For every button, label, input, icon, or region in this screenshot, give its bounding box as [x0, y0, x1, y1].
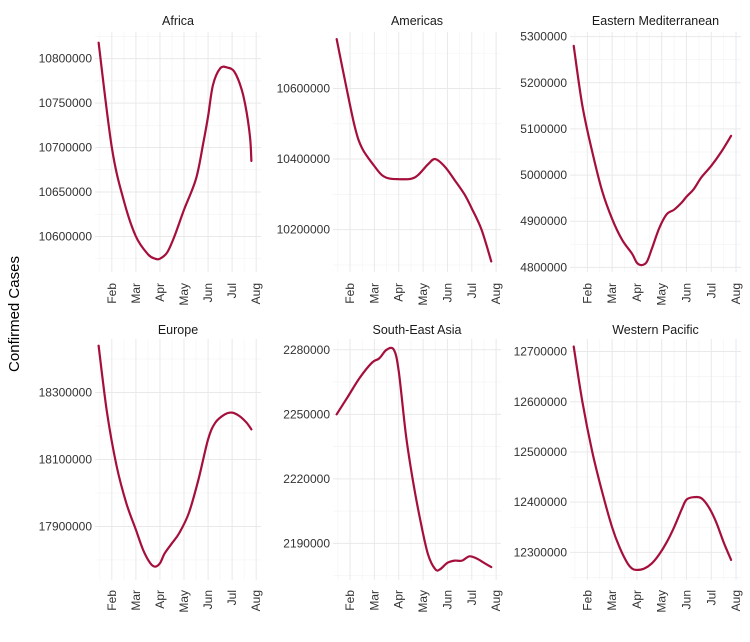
y-tick-label: 10600000	[39, 229, 93, 243]
y-tick-label: 5000000	[520, 168, 567, 182]
y-tick-label: 5100000	[520, 122, 567, 136]
x-tick-label: Mar	[367, 590, 381, 611]
x-tick-label: Feb	[105, 590, 119, 611]
x-tick-label: Feb	[343, 590, 357, 611]
y-tick-label: 2250000	[283, 407, 330, 421]
x-tick-label: Apr	[153, 283, 167, 302]
x-tick-label: Mar	[129, 283, 143, 304]
x-tick-label: Jun	[201, 590, 215, 609]
x-tick-label: Aug	[489, 590, 503, 611]
x-tick-label: Jun	[679, 283, 693, 302]
y-tick-label: 17900000	[39, 519, 93, 533]
x-tick-label: Mar	[129, 590, 143, 611]
x-tick-label: Jun	[440, 283, 454, 302]
y-tick-label: 12400000	[514, 495, 568, 509]
x-tick-label: Aug	[249, 283, 263, 304]
panel-title: Americas	[391, 14, 443, 28]
x-tick-label: Feb	[105, 283, 119, 304]
x-tick-label: Apr	[392, 283, 406, 302]
series-line-americas	[335, 37, 493, 263]
x-tick-label: Apr	[392, 590, 406, 609]
x-tick-label: Jun	[440, 590, 454, 609]
y-tick-label: 18100000	[39, 453, 93, 467]
y-tick-label: 12700000	[514, 345, 568, 359]
x-tick-label: Aug	[729, 283, 743, 304]
x-tick-label: May	[416, 283, 430, 306]
x-tick-label: May	[177, 590, 191, 613]
y-tick-label: 18300000	[39, 386, 93, 400]
x-tick-label: Apr	[630, 283, 644, 302]
x-tick-label: Apr	[153, 590, 167, 609]
y-tick-label: 5300000	[520, 30, 567, 44]
panel-eastern-mediterranean: Feb Mar Apr May Jun Jul Aug 4800000 4900000 50000…	[520, 14, 743, 306]
x-tick-label: Jul	[704, 590, 718, 605]
x-tick-label: Feb	[343, 283, 357, 304]
y-tick-label: 10650000	[39, 185, 93, 199]
chart-panels: Feb Mar Apr May Jun Jul Aug 10600000 10650000 107…	[39, 14, 743, 613]
y-tick-label: 10400000	[277, 152, 331, 166]
y-tick-label: 5200000	[520, 76, 567, 90]
x-tick-label: Apr	[630, 590, 644, 609]
panel-africa: Feb Mar Apr May Jun Jul Aug 10600000 10650000 107…	[39, 14, 264, 306]
panel-south-east-asia: Feb Mar Apr May Jun Jul Aug 2190000 2220000 22500…	[283, 323, 503, 613]
y-tick-label: 10750000	[39, 96, 93, 110]
x-tick-label: May	[655, 590, 669, 613]
panel-western-pacific: Feb Mar Apr May Jun Jul Aug 12300000 12400000 125…	[514, 323, 743, 613]
x-tick-label: Jul	[225, 283, 239, 298]
y-tick-label: 12600000	[514, 395, 568, 409]
series-line-africa	[97, 41, 253, 261]
x-tick-label: Jul	[225, 590, 239, 605]
x-tick-label: Jul	[465, 283, 479, 298]
x-tick-label: Aug	[489, 283, 503, 304]
x-tick-label: May	[177, 283, 191, 306]
y-axis-label: Confirmed Cases	[6, 256, 23, 372]
panel-title: Africa	[162, 14, 194, 28]
series-line-eastern-mediterranean	[572, 44, 733, 267]
panel-title: Western Pacific	[612, 323, 699, 337]
y-tick-label: 2190000	[283, 536, 330, 550]
y-tick-label: 2220000	[283, 472, 330, 486]
y-tick-label: 10200000	[277, 223, 331, 237]
y-tick-label: 10700000	[39, 141, 93, 155]
x-tick-label: Mar	[605, 283, 619, 304]
y-tick-label: 2280000	[283, 343, 330, 357]
x-tick-label: Jun	[679, 590, 693, 609]
x-tick-label: Mar	[605, 590, 619, 611]
y-tick-label: 4800000	[520, 260, 567, 274]
x-tick-label: Jun	[201, 283, 215, 302]
series-line-western-pacific	[572, 345, 733, 572]
panel-title: South-East Asia	[373, 323, 462, 337]
y-tick-label: 4900000	[520, 214, 567, 228]
panel-europe: Feb Mar Apr May Jun Jul Aug 17900000 18100000 183…	[39, 323, 264, 613]
panel-title: Eastern Mediterranean	[592, 14, 719, 28]
x-tick-label: Jul	[465, 590, 479, 605]
x-tick-label: May	[655, 283, 669, 306]
x-tick-label: Aug	[729, 590, 743, 611]
x-tick-label: Mar	[367, 283, 381, 304]
series-line-south-east-asia	[335, 346, 493, 572]
x-tick-label: May	[416, 590, 430, 613]
y-tick-label: 12300000	[514, 545, 568, 559]
x-tick-label: Feb	[580, 590, 594, 611]
x-tick-label: Jul	[704, 283, 718, 298]
x-tick-label: Feb	[580, 283, 594, 304]
y-tick-label: 12500000	[514, 445, 568, 459]
panel-title: Europe	[158, 323, 198, 337]
x-tick-label: Aug	[249, 590, 263, 611]
series-line-europe	[97, 344, 253, 568]
y-tick-label: 10800000	[39, 52, 93, 66]
y-tick-label: 10600000	[277, 81, 331, 95]
panel-americas: Feb Mar Apr May Jun Jul Aug 10200000 10400000 106…	[277, 14, 504, 306]
